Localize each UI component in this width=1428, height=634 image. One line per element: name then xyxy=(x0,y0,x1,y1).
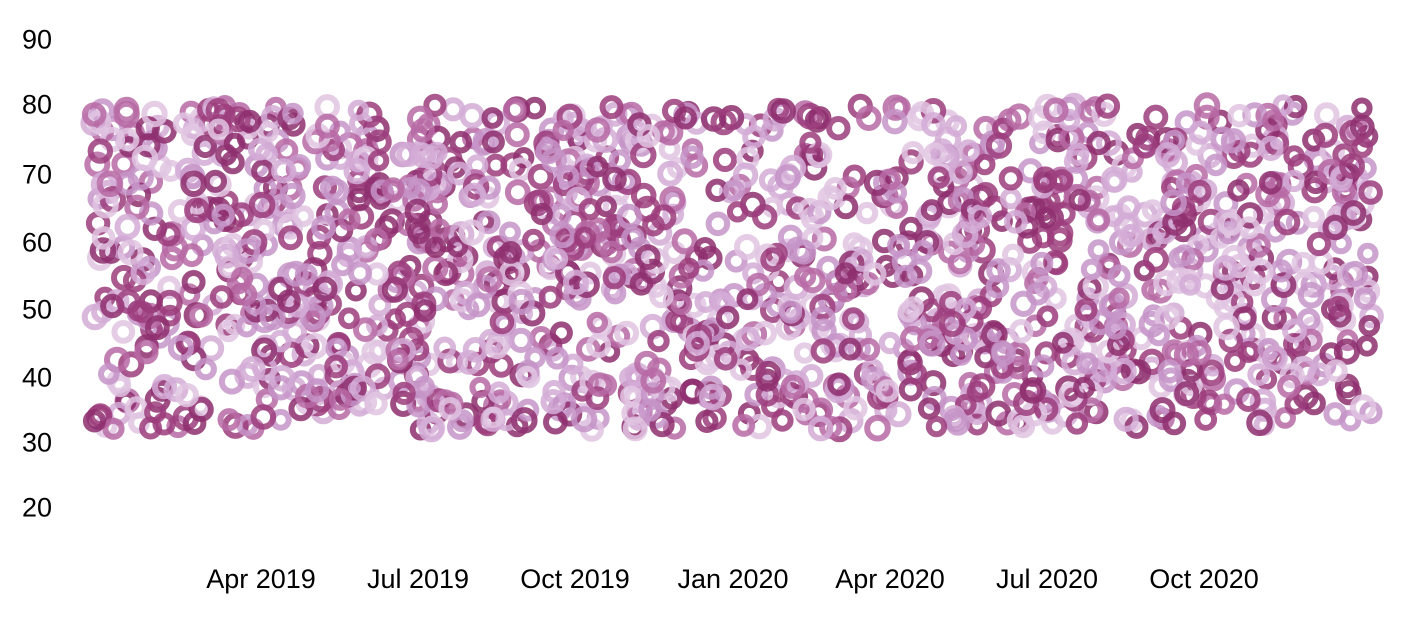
x-tick-label-jul-2020: Jul 2020 xyxy=(995,564,1099,594)
x-tick-label-jul-2019: Jul 2019 xyxy=(366,564,470,594)
y-tick-label-60: 60 xyxy=(21,227,52,258)
x-tick-label-oct-2020: Oct 2020 xyxy=(1149,564,1259,594)
y-tick-label-50: 50 xyxy=(21,294,52,325)
y-tick-label-30: 30 xyxy=(21,427,52,458)
y-tick-label-80: 80 xyxy=(21,89,52,120)
x-tick-label-apr-2020: Apr 2020 xyxy=(835,564,945,594)
x-tick-label-jan-2020: Jan 2020 xyxy=(677,564,789,594)
data-points-group xyxy=(80,92,1384,443)
x-tick-label-apr-2019: Apr 2019 xyxy=(206,564,316,594)
x-tick-label-oct-2019: Oct 2019 xyxy=(520,564,630,594)
y-tick-label-20: 20 xyxy=(21,492,52,523)
y-tick-label-90: 90 xyxy=(21,24,52,55)
y-tick-label-70: 70 xyxy=(21,159,52,190)
y-tick-label-40: 40 xyxy=(21,362,52,393)
